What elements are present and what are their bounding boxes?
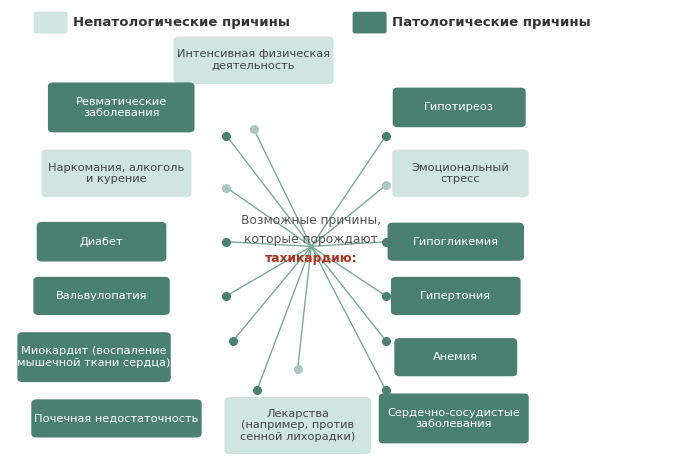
Text: Эмоциональный
стресс: Эмоциональный стресс bbox=[411, 163, 509, 184]
FancyBboxPatch shape bbox=[395, 338, 517, 376]
Text: Патологические причины: Патологические причины bbox=[392, 16, 591, 29]
Text: Гипертония: Гипертония bbox=[420, 291, 491, 301]
Text: Непатологические причины: Непатологические причины bbox=[73, 16, 290, 29]
FancyBboxPatch shape bbox=[353, 12, 386, 34]
Text: Вальвулопатия: Вальвулопатия bbox=[56, 291, 148, 301]
FancyBboxPatch shape bbox=[393, 150, 529, 197]
Text: Почечная недостаточность: Почечная недостаточность bbox=[34, 413, 198, 423]
Text: Гипогликемия: Гипогликемия bbox=[413, 237, 499, 246]
FancyBboxPatch shape bbox=[37, 222, 166, 262]
Text: Миокардит (воспаление
мышечной ткани сердца): Миокардит (воспаление мышечной ткани сер… bbox=[17, 346, 171, 368]
Text: Возможные причины,: Возможные причины, bbox=[241, 214, 381, 227]
FancyBboxPatch shape bbox=[379, 393, 529, 443]
FancyBboxPatch shape bbox=[388, 223, 524, 261]
Text: Анемия: Анемия bbox=[433, 352, 478, 362]
FancyBboxPatch shape bbox=[391, 277, 521, 315]
Text: Ревматические
заболевания: Ревматические заболевания bbox=[76, 97, 167, 118]
Text: Сердечно-сосудистые
заболевания: Сердечно-сосудистые заболевания bbox=[387, 408, 520, 429]
Text: которые порождают: которые порождают bbox=[244, 233, 378, 246]
Text: Лекарства
(например, против
сенной лихорадки): Лекарства (например, против сенной лихор… bbox=[240, 409, 355, 442]
FancyBboxPatch shape bbox=[33, 277, 170, 315]
FancyBboxPatch shape bbox=[31, 399, 202, 438]
FancyBboxPatch shape bbox=[33, 12, 68, 34]
FancyBboxPatch shape bbox=[17, 332, 171, 382]
Text: Гипотиреоз: Гипотиреоз bbox=[424, 102, 494, 112]
FancyBboxPatch shape bbox=[42, 150, 191, 197]
FancyBboxPatch shape bbox=[224, 397, 371, 454]
FancyBboxPatch shape bbox=[393, 88, 525, 127]
Text: тахикардию:: тахикардию: bbox=[265, 252, 358, 264]
Text: Интенсивная физическая
деятельность: Интенсивная физическая деятельность bbox=[177, 49, 330, 71]
Text: Диабет: Диабет bbox=[80, 237, 123, 247]
Text: Наркомания, алкоголь
и курение: Наркомания, алкоголь и курение bbox=[49, 163, 184, 184]
FancyBboxPatch shape bbox=[173, 36, 333, 84]
FancyBboxPatch shape bbox=[48, 82, 194, 132]
